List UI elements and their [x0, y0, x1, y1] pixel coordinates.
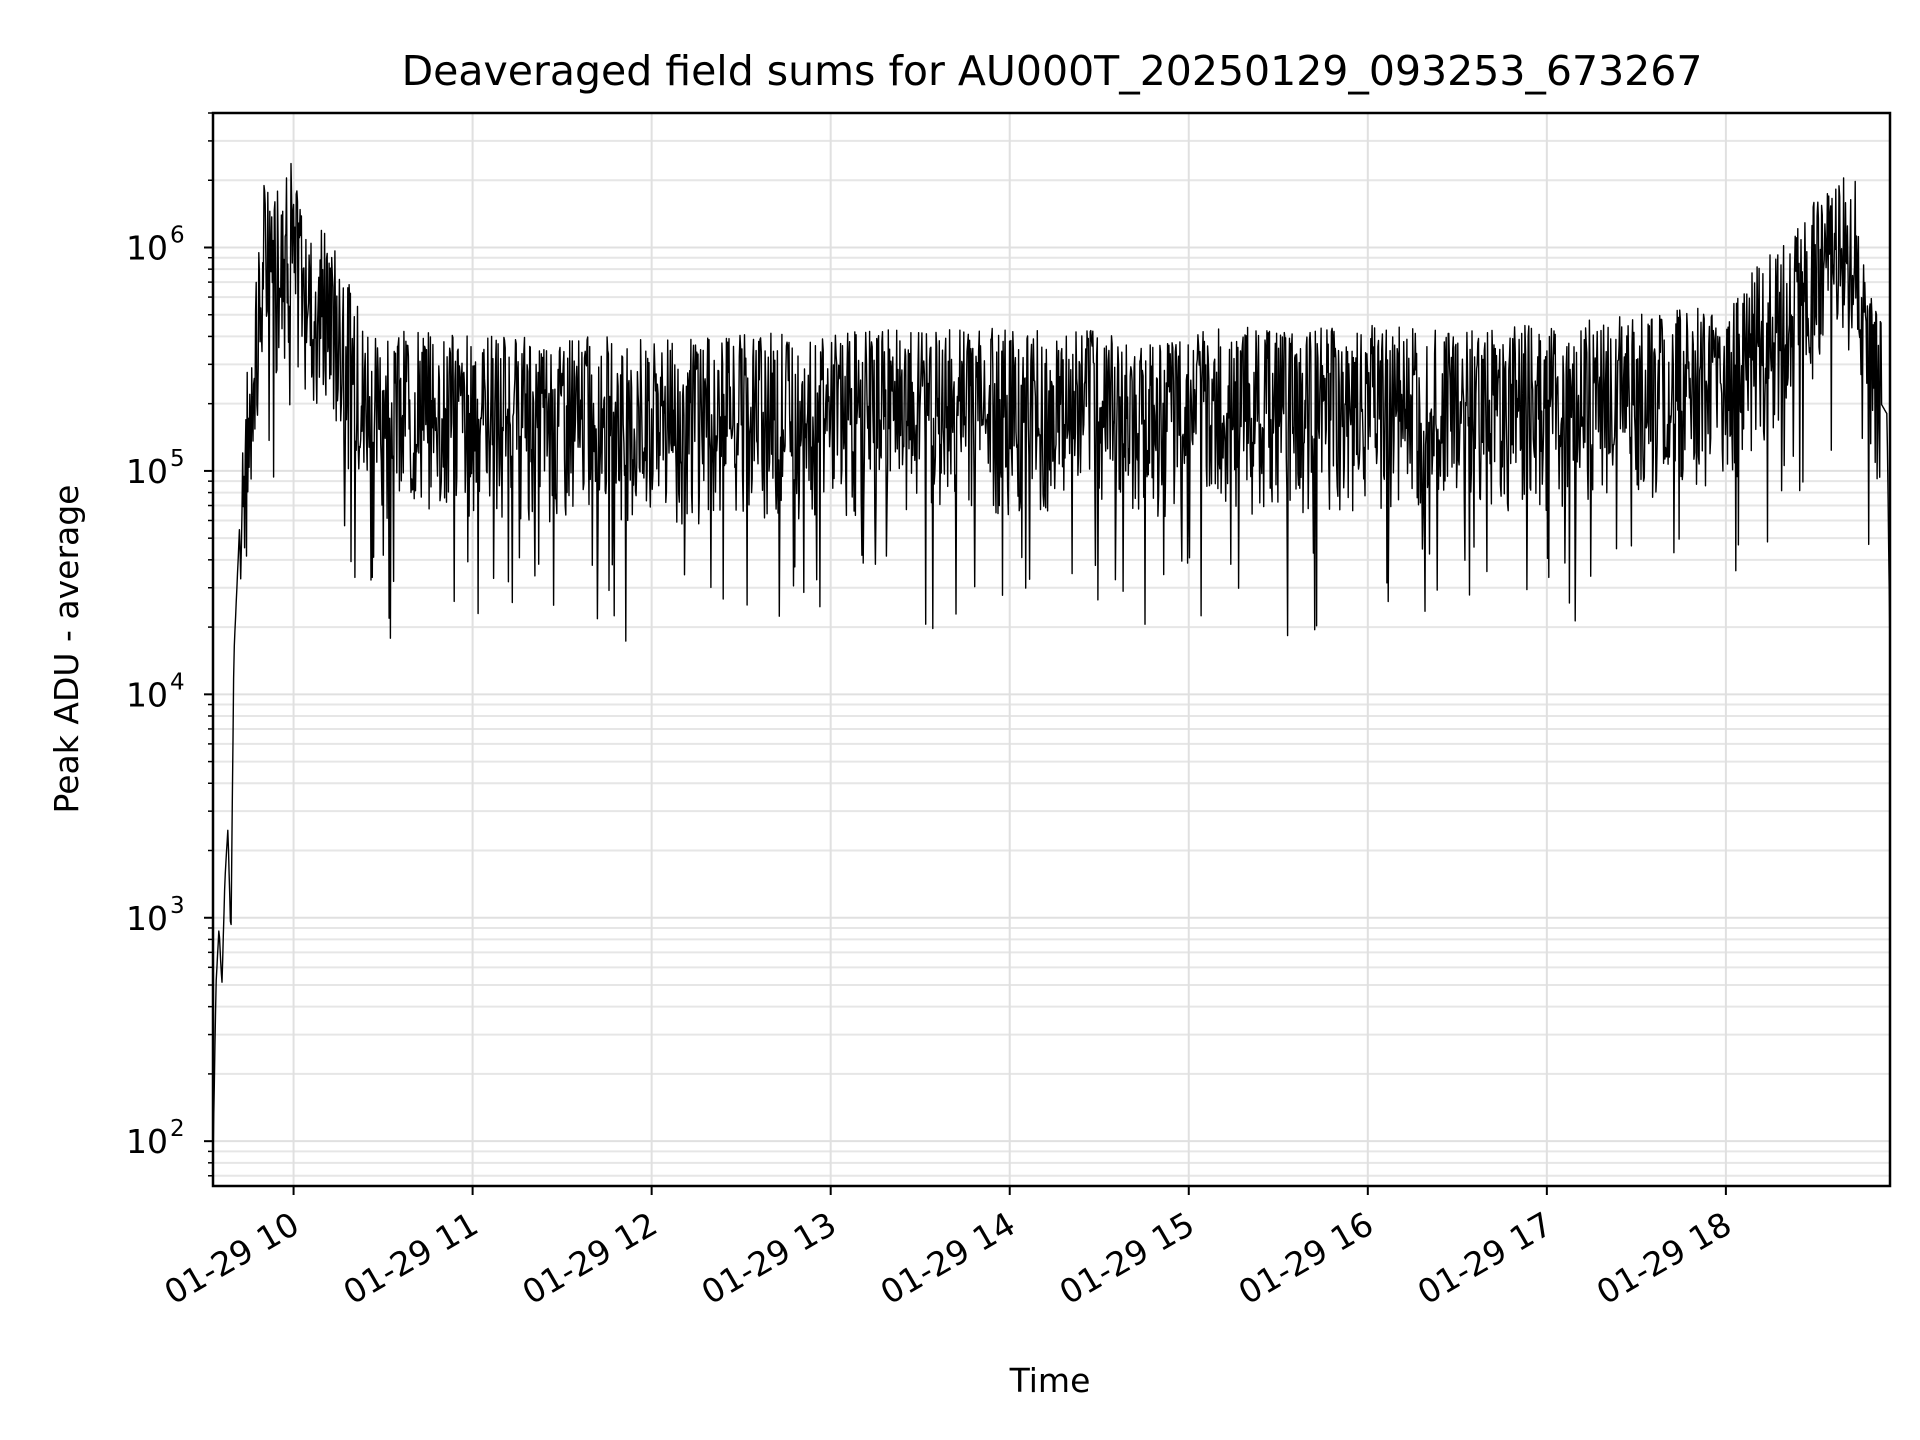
series-group: [212, 162, 1891, 1163]
x-tick-label: 01-29 13: [695, 1204, 843, 1312]
major-gridlines: [213, 113, 1890, 1186]
series-line: [212, 162, 1891, 1163]
plot-frame: [211, 111, 1892, 1188]
x-tick-label: 01-29 12: [516, 1204, 664, 1312]
y-tick-exponent: 3: [170, 893, 185, 919]
y-tick-exponent: 4: [170, 669, 185, 695]
chart-title: Deaveraged field sums for AU000T_2025012…: [402, 47, 1703, 95]
x-tick-label: 01-29 14: [874, 1204, 1022, 1312]
x-tick-label: 01-29 16: [1232, 1204, 1380, 1312]
y-tick-label: 10: [126, 229, 168, 268]
x-axis-label: Time: [1009, 1361, 1091, 1400]
x-tick-label: 01-29 17: [1411, 1204, 1559, 1312]
y-tick-exponent: 5: [170, 446, 185, 472]
minor-gridlines: [213, 112, 1890, 1177]
x-tick-label: 01-29 18: [1590, 1204, 1738, 1312]
y-tick-label: 10: [126, 899, 168, 938]
y-tick-label: 10: [126, 452, 168, 491]
y-tick-exponent: 6: [170, 223, 185, 249]
x-tick-label: 01-29 10: [158, 1204, 306, 1312]
x-tick-label: 01-29 11: [337, 1204, 485, 1312]
y-tick-exponent: 2: [170, 1116, 185, 1142]
y-axis-label: Peak ADU - average: [47, 485, 86, 814]
y-tick-label: 10: [126, 675, 168, 714]
x-axis: 01-29 10 01-29 11 01-29 12 01-29 13 01-29 14…: [158, 1186, 1738, 1312]
x-tick-label: 01-29 15: [1053, 1204, 1201, 1312]
y-tick-label: 10: [126, 1122, 168, 1161]
